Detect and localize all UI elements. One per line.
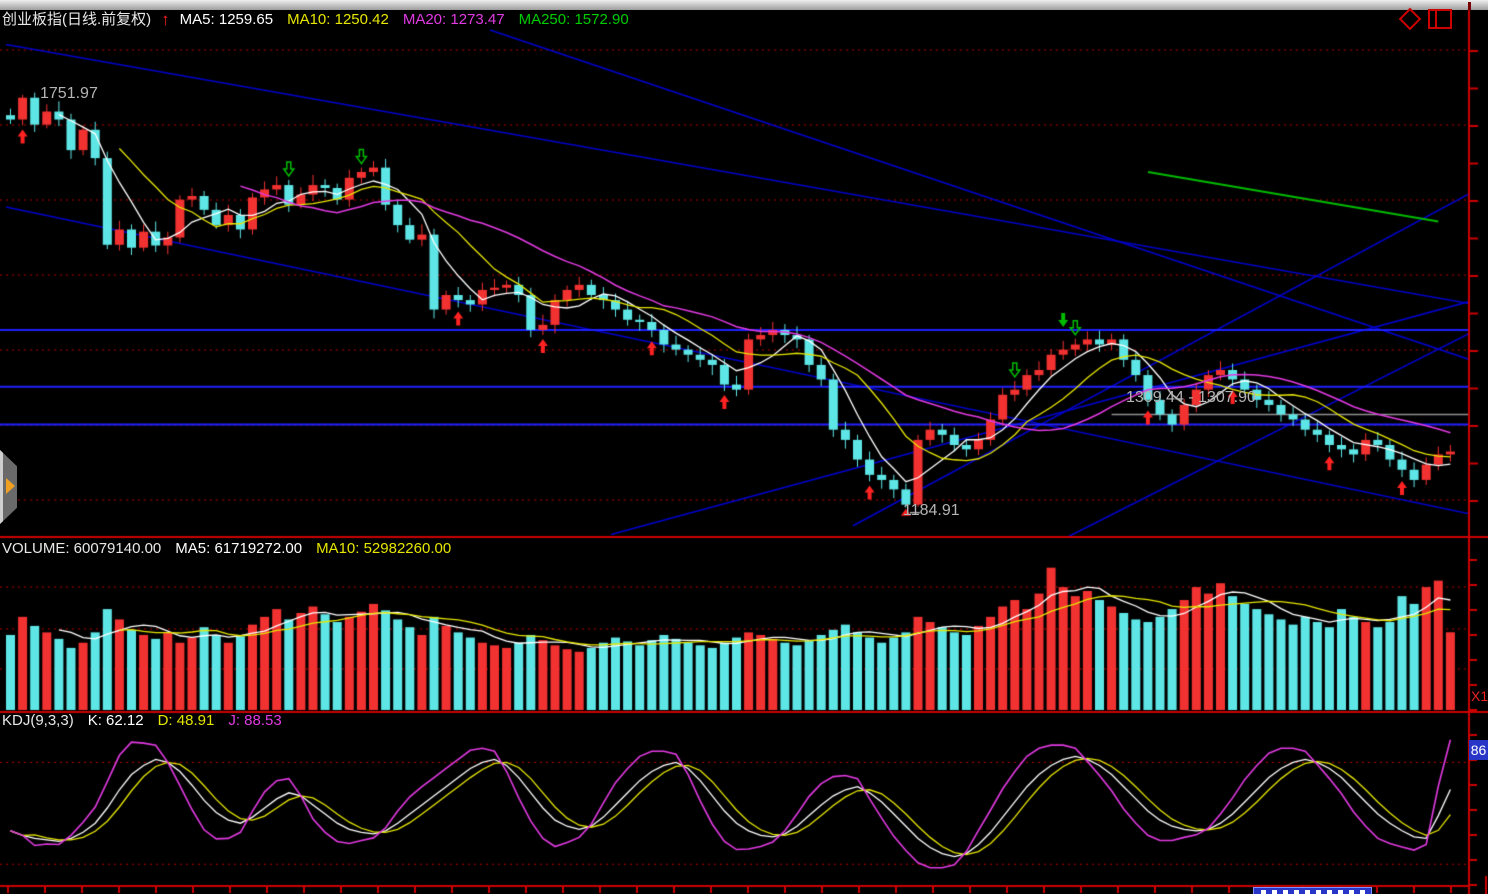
expand-arrow-icon <box>6 478 15 494</box>
kdj-axis-value-badge: 86 <box>1469 740 1488 760</box>
main-chart-header: 创业板指(日线.前复权) ↑ MA5: 1259.65 MA10: 1250.4… <box>2 11 629 29</box>
title-bar-tick <box>1468 2 1471 10</box>
ma20-label: MA20: 1273.47 <box>402 11 505 28</box>
peak-price-annotation: 1751.97 <box>40 85 98 102</box>
sidebar-expand-tab[interactable] <box>0 450 17 524</box>
volume-ma10-label: MA10: 52982260.00 <box>316 540 452 557</box>
title-bar-strip[interactable] <box>0 0 1488 10</box>
up-arrow-icon: ↑ <box>161 10 170 29</box>
clipped-date-text <box>1258 890 1367 894</box>
ma10-label: MA10: 1250.42 <box>287 11 389 28</box>
kdj-k-label: K: 62.12 <box>87 712 144 729</box>
kdj-indicator-label: KDJ(9,3,3) <box>2 712 74 729</box>
volume-header: VOLUME: 60079140.00 MA5: 61719272.00 MA1… <box>2 540 451 558</box>
volume-axis-scale-label: X1 <box>1471 688 1488 704</box>
instrument-title: 创业板指(日线.前复权) <box>2 11 152 28</box>
diamond-icon[interactable] <box>1398 7 1422 31</box>
ma5-label: MA5: 1259.65 <box>179 11 274 28</box>
trough-price-annotation: 1184.91 <box>903 502 960 519</box>
kdj-d-label: D: 48.91 <box>157 712 215 729</box>
price-range-annotation: 1309.44 - 1307.90 <box>1126 389 1256 406</box>
kdj-header: KDJ(9,3,3) K: 62.12 D: 48.91 J: 88.53 <box>2 712 282 730</box>
kdj-j-label: J: 88.53 <box>228 712 282 729</box>
volume-label: VOLUME: 60079140.00 <box>2 540 162 557</box>
volume-ma5-label: MA5: 61719272.00 <box>175 540 303 557</box>
pane-controls <box>1398 7 1452 31</box>
split-window-icon[interactable] <box>1428 9 1452 29</box>
ma250-label: MA250: 1572.90 <box>518 11 629 28</box>
date-cursor-badge <box>1253 887 1372 894</box>
